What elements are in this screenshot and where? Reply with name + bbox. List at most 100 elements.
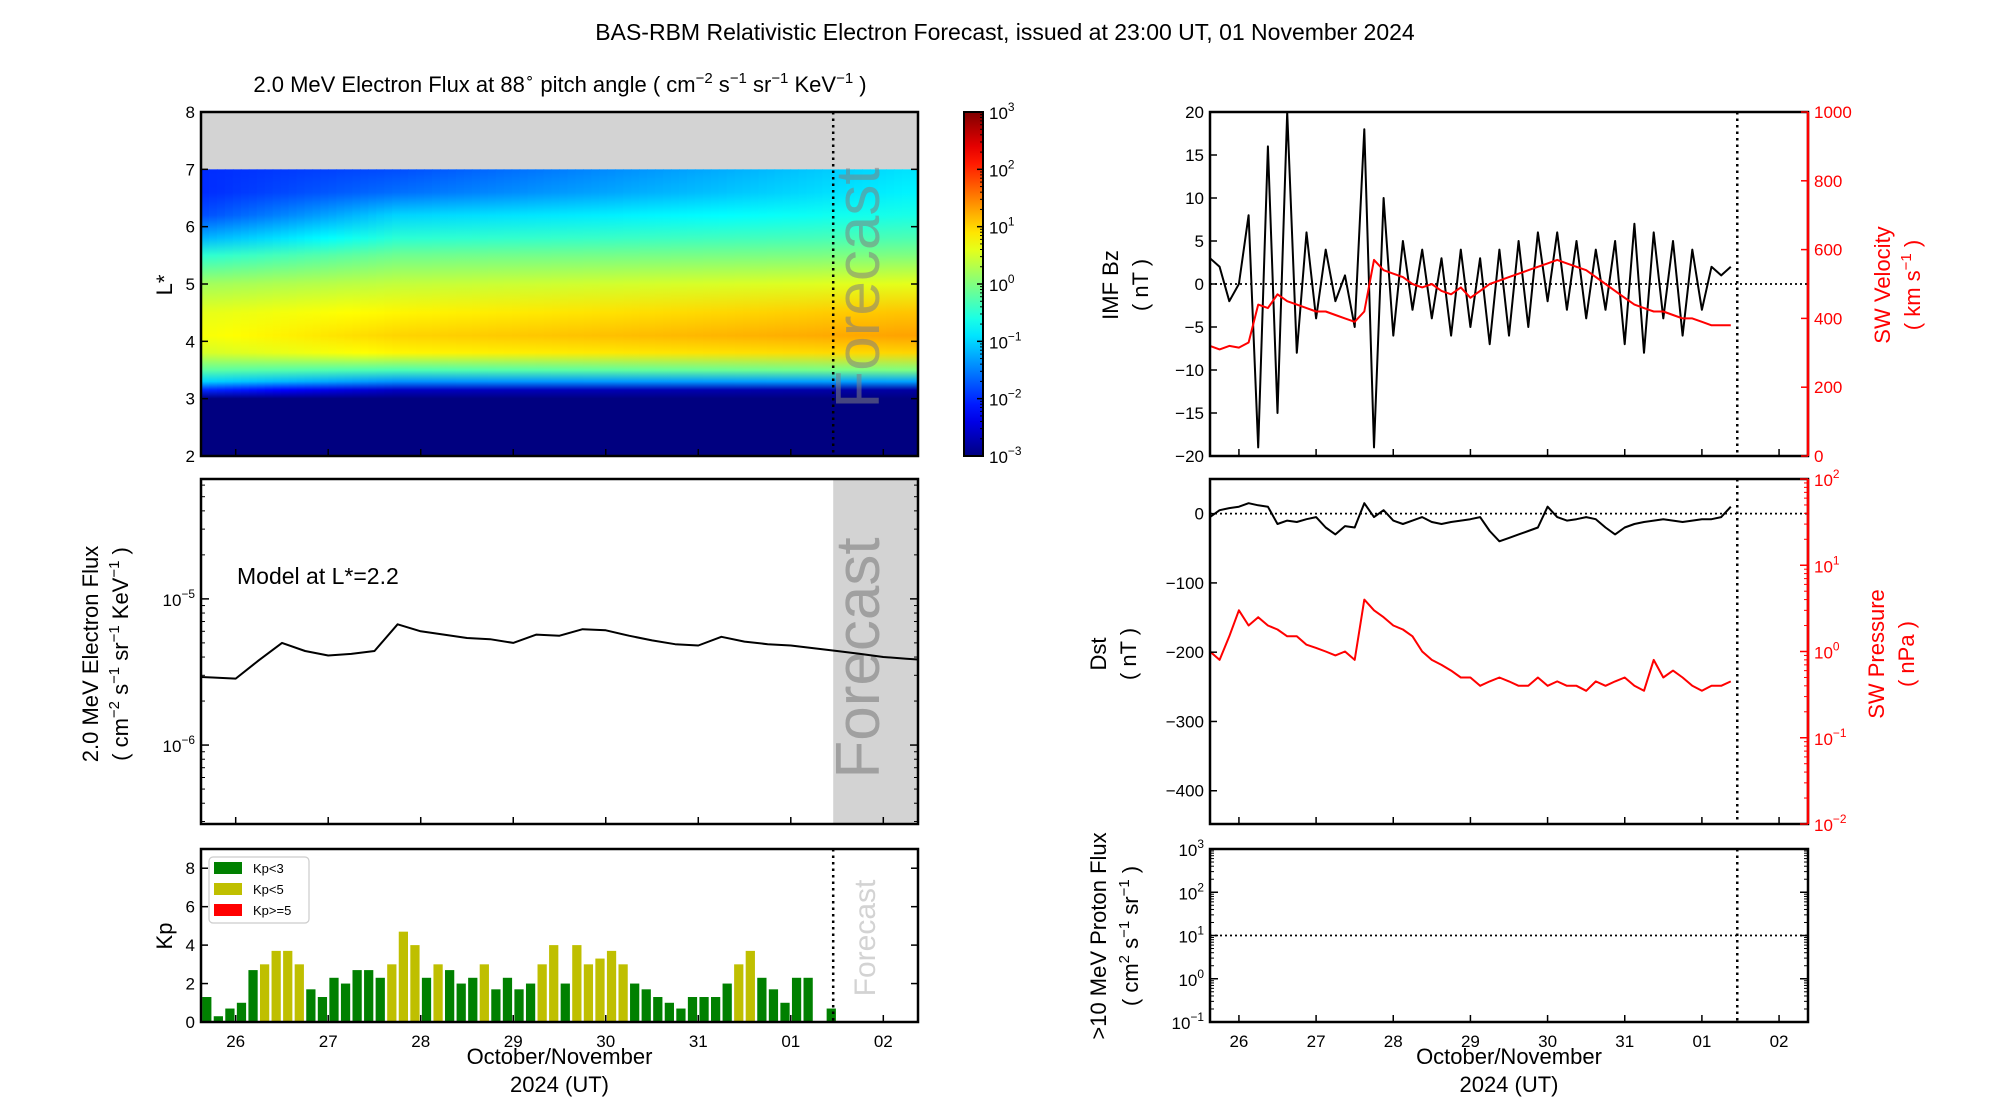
heatmap-column: [360, 169, 369, 457]
text-segment: ( cm: [1118, 963, 1143, 1006]
tick-label-base: 10: [1172, 1014, 1191, 1033]
colorbar-tick-label: 102: [989, 157, 1015, 180]
heatmap-column: [352, 169, 361, 457]
y-tick-label: 102: [1178, 880, 1204, 903]
tick-label-exponent: 0: [1008, 272, 1015, 286]
x-axis-label-year: 2024 (UT): [1459, 1072, 1558, 1097]
x-tick-label: 01: [781, 1032, 800, 1051]
y-tick-label: 10−6: [163, 733, 196, 756]
y-tick-label: −100: [1166, 574, 1204, 593]
kp-bar: [375, 977, 385, 1022]
kp-bar: [271, 950, 281, 1022]
tick-label-exponent: 2: [1833, 467, 1840, 481]
kp-bar: [398, 931, 409, 1022]
heatmap-column: [567, 169, 577, 457]
heatmap-column: [400, 169, 409, 457]
text-segment: ): [108, 547, 133, 560]
kp-bar: [803, 977, 813, 1022]
y-tick-label: 5: [1195, 232, 1204, 251]
heatmap-column: [726, 169, 736, 457]
tick-label-exponent: 1: [1833, 553, 1840, 567]
heatmap-column: [495, 169, 505, 457]
kp-bar: [745, 950, 755, 1022]
kp-bar: [410, 945, 420, 1022]
heatmap-column: [806, 169, 816, 457]
tick-label-exponent: 2: [1008, 157, 1015, 171]
kp-bar: [699, 997, 709, 1022]
superscript: −1: [836, 70, 853, 87]
tick-label-base: 10: [1814, 730, 1833, 749]
kp-bar: [213, 1016, 223, 1022]
tick-label-base: 10: [989, 333, 1008, 352]
y2-axis-units: ( km s−1 ): [1898, 240, 1925, 330]
heatmap-column: [790, 169, 800, 457]
heatmap-column: [710, 169, 720, 457]
y-tick-label: 100: [1178, 967, 1204, 990]
kp-bar: [641, 989, 651, 1022]
y-tick-label: 5: [186, 275, 195, 294]
heatmap-column: [631, 169, 640, 457]
kp-bar: [595, 958, 605, 1022]
y2-tick-label: 600: [1814, 241, 1842, 260]
tick-label-exponent: 0: [1833, 640, 1840, 654]
kp-bar: [352, 970, 362, 1022]
superscript: −1: [730, 70, 747, 87]
kp-bar: [514, 989, 524, 1022]
heatmap-column: [615, 169, 624, 457]
y-axis-units: ( cm−2 s−1 sr−1 KeV−1 ): [106, 547, 133, 761]
y-tick-label: 7: [186, 160, 195, 179]
tick-label-exponent: 1: [1197, 924, 1204, 938]
forecast-watermark: Forecast: [824, 537, 893, 778]
y-tick-label: 101: [1178, 924, 1204, 947]
heatmap-column: [798, 169, 808, 457]
kp-bar: [768, 989, 779, 1022]
y2-tick-label: 10−2: [1814, 812, 1847, 835]
heatmap-column: [702, 169, 712, 457]
heatmap-column: [830, 169, 839, 457]
heatmap-column: [671, 169, 680, 457]
heatmap-column: [320, 169, 330, 457]
heatmap-column: [575, 169, 584, 457]
y2-axis-units: ( nPa ): [1894, 621, 1919, 687]
heatmap-column: [240, 169, 250, 457]
tick-label-base: 10: [1178, 884, 1197, 903]
kp-bar: [445, 970, 455, 1022]
x-tick-label: 26: [1229, 1032, 1248, 1051]
y-tick-label: −20: [1175, 447, 1204, 466]
y-tick-label: 20: [1185, 103, 1204, 122]
kp-bar: [329, 977, 339, 1022]
kp-bar: [537, 964, 547, 1022]
kp-bar: [364, 970, 374, 1022]
heatmap-column: [368, 169, 377, 457]
y-tick-label: 4: [186, 332, 195, 351]
legend-label: Kp<3: [253, 861, 284, 876]
heatmap-column: [288, 169, 298, 457]
y-axis-label: Dst: [1086, 638, 1111, 671]
text-segment: KeV: [108, 577, 133, 625]
x-tick-label: 02: [1770, 1032, 1789, 1051]
x-tick-label: 30: [1538, 1032, 1557, 1051]
heatmap-column: [910, 169, 919, 457]
heatmap-column: [527, 169, 537, 457]
heatmap-column: [599, 169, 608, 457]
model-annotation: Model at L*=2.2: [237, 563, 399, 589]
y-axis-label: L*: [152, 274, 177, 295]
heatmap-column: [328, 169, 338, 457]
x-axis-label: October/November: [1416, 1044, 1602, 1069]
heatmap-column: [408, 169, 417, 457]
tick-label-exponent: 3: [1008, 100, 1015, 114]
heatmap-column: [416, 169, 425, 457]
tick-label-exponent: −2: [1008, 387, 1022, 401]
superscript: −1: [106, 625, 123, 642]
heatmap-column: [655, 169, 664, 457]
y2-tick-label: 200: [1814, 378, 1842, 397]
heatmap-column: [296, 169, 306, 457]
heatmap-column: [543, 169, 553, 457]
heatmap-column: [272, 169, 282, 457]
kp-bar: [421, 977, 432, 1022]
heatmap-column: [503, 169, 513, 457]
sw-pressure-line: [1210, 598, 1732, 692]
kp-bar: [248, 970, 258, 1022]
x-tick-label: 29: [1461, 1032, 1480, 1051]
y2-tick-label: 1000: [1814, 103, 1852, 122]
